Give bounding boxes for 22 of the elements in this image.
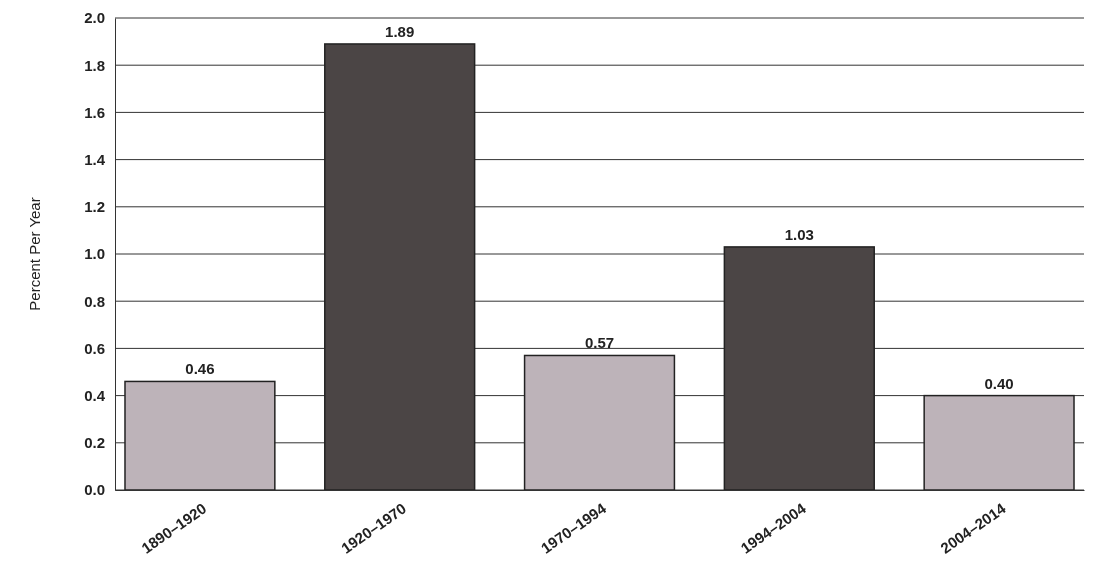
y-tick-label: 0.4	[84, 386, 106, 404]
y-tick-label: 1.2	[84, 198, 105, 216]
y-tick-label: 0.0	[84, 481, 105, 499]
y-tick-label: 2.0	[84, 9, 105, 27]
y-tick-label: 0.2	[84, 434, 105, 452]
bar	[523, 354, 676, 491]
y-tick-label: 0.8	[84, 292, 105, 310]
y-tick-label: 1.0	[84, 245, 105, 263]
bar	[324, 43, 476, 491]
data-label: 1.03	[784, 225, 814, 243]
y-tick-label: 1.6	[84, 103, 105, 121]
data-label: 0.46	[185, 360, 215, 378]
y-tick-label: 1.4	[84, 150, 106, 168]
bar	[124, 380, 276, 491]
bar	[923, 394, 1075, 491]
bar	[723, 246, 875, 491]
y-tick-label: 1.8	[84, 56, 105, 74]
data-label: 0.57	[584, 334, 615, 352]
data-label: 1.89	[385, 22, 415, 40]
y-tick-label: 0.6	[84, 339, 105, 357]
data-label: 0.40	[984, 374, 1014, 392]
y-axis-title: Percent Per Year	[26, 197, 43, 311]
